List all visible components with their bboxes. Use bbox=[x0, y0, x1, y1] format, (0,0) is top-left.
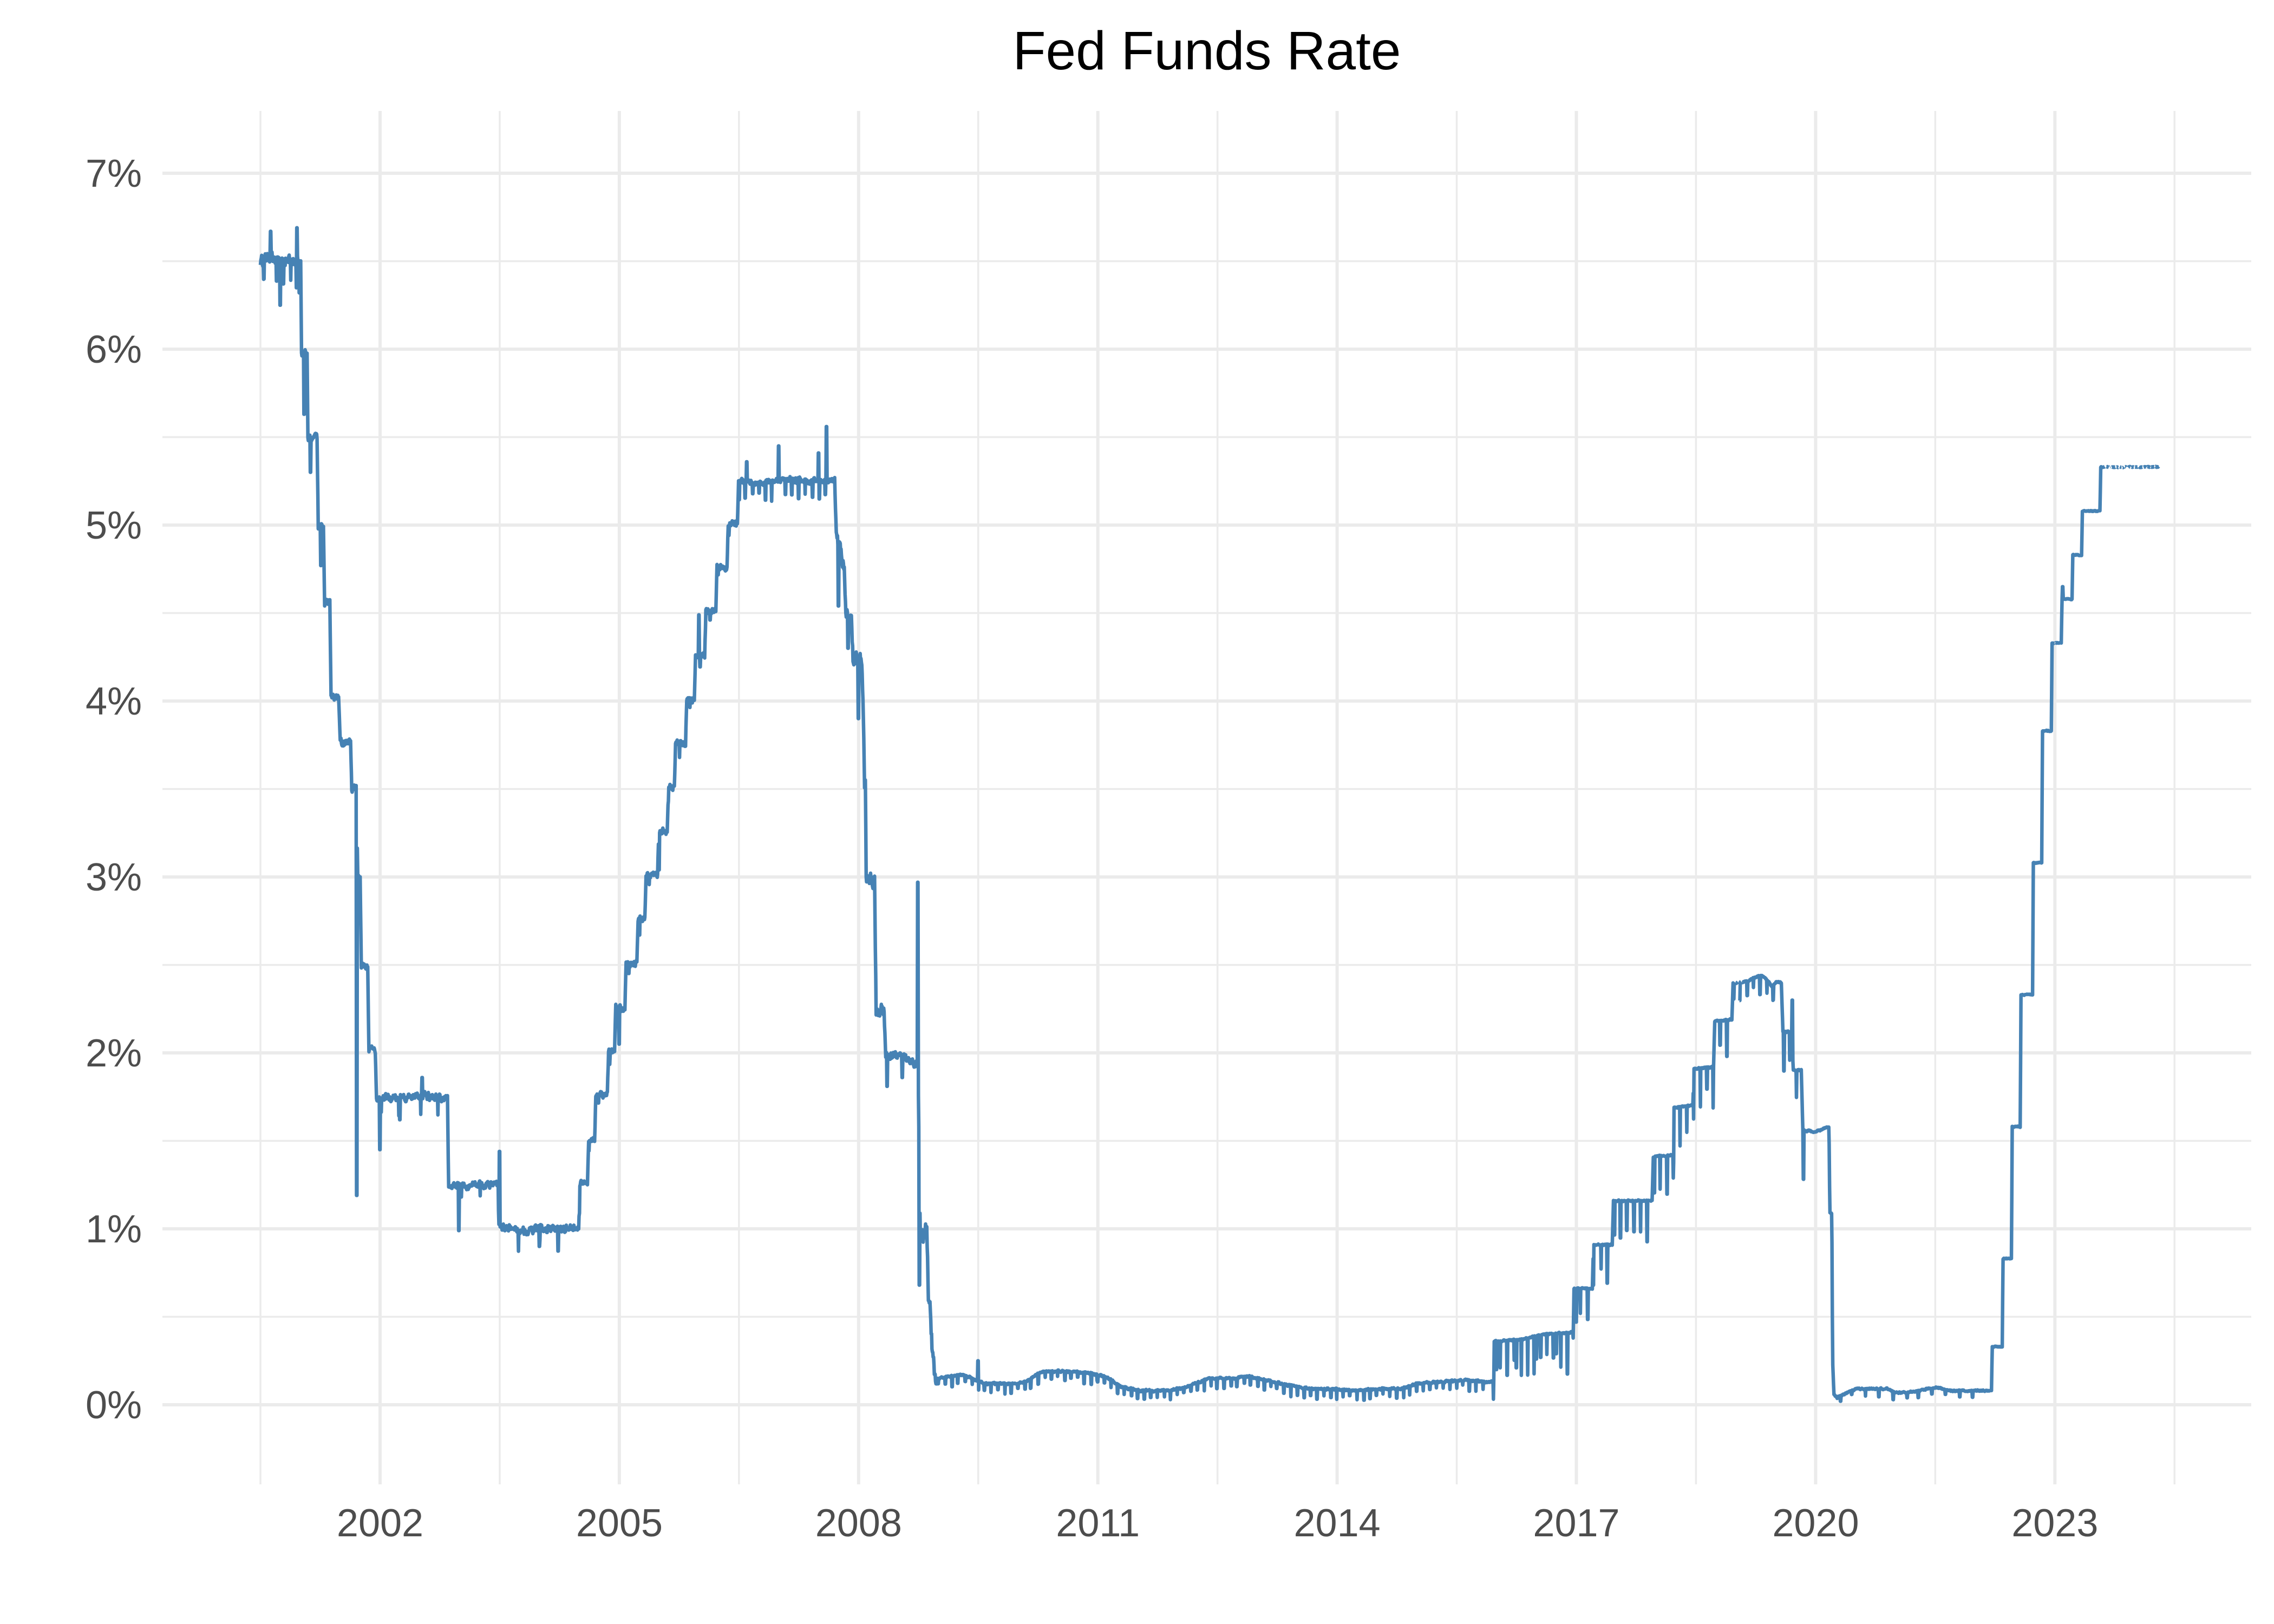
rate-line bbox=[258, 226, 2160, 1403]
chart-title: Fed Funds Rate bbox=[1012, 21, 1401, 81]
gridlines-major bbox=[162, 111, 2251, 1484]
svg-text:2017: 2017 bbox=[1533, 1502, 1619, 1545]
svg-text:0%: 0% bbox=[86, 1384, 142, 1427]
svg-text:2008: 2008 bbox=[815, 1502, 902, 1545]
svg-text:2%: 2% bbox=[86, 1032, 142, 1075]
y-axis-labels: 0% 1% 2% 3% 4% 5% 6% 7% bbox=[86, 152, 142, 1427]
svg-text:1%: 1% bbox=[86, 1208, 142, 1251]
svg-text:2020: 2020 bbox=[1772, 1502, 1859, 1545]
svg-text:7%: 7% bbox=[86, 152, 142, 195]
svg-text:2005: 2005 bbox=[576, 1502, 663, 1545]
svg-text:3%: 3% bbox=[86, 856, 142, 899]
svg-text:6%: 6% bbox=[86, 328, 142, 371]
svg-text:2014: 2014 bbox=[1294, 1502, 1381, 1545]
x-axis-labels: 2002 2005 2008 2011 2014 2017 2020 2023 bbox=[337, 1502, 2098, 1545]
svg-text:2011: 2011 bbox=[1056, 1502, 1140, 1545]
svg-text:2023: 2023 bbox=[2011, 1502, 2098, 1545]
svg-text:5%: 5% bbox=[86, 504, 142, 547]
svg-text:4%: 4% bbox=[86, 680, 142, 723]
svg-text:2002: 2002 bbox=[337, 1502, 423, 1545]
gridlines-minor bbox=[162, 111, 2251, 1484]
